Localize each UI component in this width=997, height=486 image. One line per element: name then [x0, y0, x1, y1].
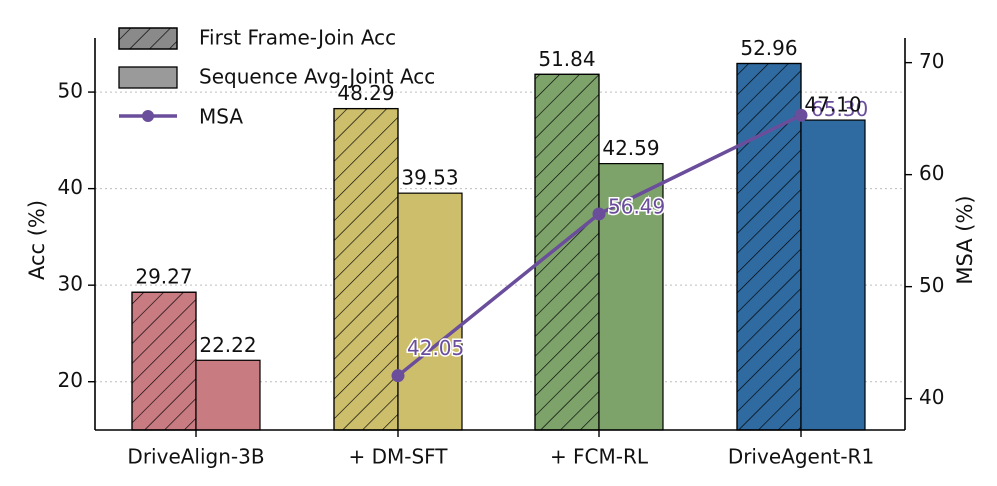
bar-first-frame-hatch: [333, 107, 399, 431]
msa-point: [794, 108, 808, 122]
msa-point-label: 42.05: [407, 336, 464, 360]
y-tick-label: 30: [58, 272, 83, 296]
y-axis-title: Acc (%): [25, 200, 49, 280]
legend-label-first: First Frame-Join Acc: [199, 26, 396, 50]
legend-swatch-first-hatch: [118, 27, 178, 50]
bar-first-frame-hatch: [534, 73, 600, 431]
bar-labels: 29.27 22.22 48.29 39.53 51.84 42.59 52.96 47.10: [135, 36, 861, 357]
x-tick-label: + DM-SFT: [348, 445, 448, 469]
x-tick-label: DriveAlign-3B: [127, 445, 264, 469]
y-tick-label: 40: [58, 175, 83, 199]
y-right-tick-label: 60: [919, 161, 944, 185]
bar-sequence-avg: [397, 192, 463, 431]
bar-label-first: 51.84: [538, 47, 595, 71]
msa-point: [391, 369, 405, 383]
legend-marker-msa: [142, 110, 154, 122]
bar-label-seq: 39.53: [401, 166, 458, 190]
y-tick-label: 20: [58, 368, 83, 392]
msa-point: [592, 207, 606, 221]
bar-sequence-avg: [800, 119, 866, 431]
bar-label-seq: 42.59: [602, 136, 659, 160]
legend-label-msa: MSA: [199, 105, 243, 129]
y-right-tick-label: 70: [919, 49, 944, 73]
bar-label-seq: 22.22: [199, 333, 256, 357]
msa-point-label: 56.49: [608, 194, 665, 218]
legend: First Frame-Join Acc Sequence Avg-Joint …: [118, 26, 435, 129]
y-right-tick-label: 40: [919, 385, 944, 409]
bar-sequence-avg: [195, 359, 261, 431]
bar-first-frame-hatch: [131, 291, 197, 431]
y-tick-label: 50: [58, 79, 83, 103]
y-right-tick-label: 50: [919, 273, 944, 297]
y-axis-right-title: MSA (%): [953, 195, 977, 284]
legend-label-seq: Sequence Avg-Joint Acc: [199, 65, 435, 89]
bar-label-first: 48.29: [337, 81, 394, 105]
bar-label-seq: 47.10: [804, 93, 861, 117]
msa-line-group: 42.05 56.49 65.30: [391, 95, 870, 383]
x-tick-label: DriveAgent-R1: [728, 445, 874, 469]
bar-first-frame-hatch: [736, 62, 802, 431]
bar-label-first: 52.96: [740, 36, 797, 60]
legend-swatch-seq: [118, 66, 178, 89]
msa-point-label: 65.30: [811, 97, 868, 121]
x-tick-label: + FCM-RL: [550, 445, 649, 469]
ticks: 20 30 40 50 40 50 60 70 DriveAlign-3B + DM-SFT + F…: [58, 49, 945, 468]
bar-label-first: 29.27: [135, 265, 192, 289]
